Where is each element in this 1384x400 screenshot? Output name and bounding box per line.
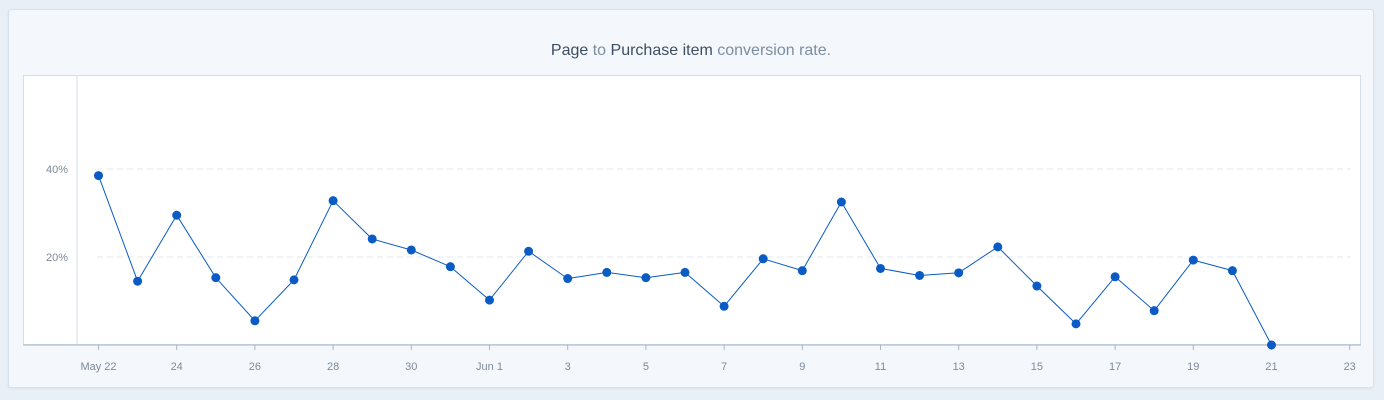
x-tick-label: 17 (1109, 361, 1121, 373)
x-tick-label: 23 (1344, 361, 1356, 373)
data-point (250, 316, 259, 325)
x-tick-label: 19 (1187, 361, 1199, 373)
x-tick-label: 15 (1031, 361, 1043, 373)
data-point (329, 196, 338, 205)
data-point (993, 242, 1002, 251)
data-point (954, 268, 963, 277)
x-tick-label: 30 (405, 361, 417, 373)
x-tick-label: 26 (249, 361, 261, 373)
y-tick-label: 40% (46, 164, 68, 176)
data-point (172, 211, 181, 220)
data-point (133, 277, 142, 286)
data-point (1267, 341, 1276, 350)
data-point (798, 266, 807, 275)
x-tick-label: 24 (171, 361, 183, 373)
data-point (1072, 319, 1081, 328)
data-point (446, 262, 455, 271)
data-point (681, 268, 690, 277)
data-point (915, 271, 924, 280)
x-tick-label: May 22 (80, 361, 116, 373)
x-tick-label: 7 (721, 361, 727, 373)
data-point (641, 273, 650, 282)
data-point (1189, 256, 1198, 265)
x-tick-label: 5 (643, 361, 649, 373)
data-point (1111, 272, 1120, 281)
data-point (524, 247, 533, 256)
x-tick-label: 13 (953, 361, 965, 373)
conversion-line-chart: 20% 40% May 22 24 26 28 30 Jun 1 3 5 7 9 11 13 15 17 19 2… (9, 10, 1375, 389)
x-tick-label: 3 (565, 361, 571, 373)
x-tick-label: 28 (327, 361, 339, 373)
series-line (99, 176, 1272, 345)
data-point (290, 275, 299, 284)
x-tick-label: 21 (1265, 361, 1277, 373)
data-point (211, 273, 220, 282)
data-point (876, 264, 885, 273)
x-tick-label: Jun 1 (476, 361, 503, 373)
data-point (720, 302, 729, 311)
data-point (759, 254, 768, 263)
y-tick-label: 20% (46, 252, 68, 264)
x-tick-label: 9 (799, 361, 805, 373)
data-point (485, 296, 494, 305)
data-point (602, 268, 611, 277)
data-point (1150, 306, 1159, 315)
data-point (1228, 266, 1237, 275)
data-point (368, 234, 377, 243)
data-point (563, 274, 572, 283)
chart-card: Page to Purchase item conversion rate. 2… (8, 9, 1374, 388)
data-point (94, 171, 103, 180)
x-tick-label: 11 (875, 361, 886, 373)
data-point (1032, 282, 1041, 291)
data-point (407, 245, 416, 254)
data-point (837, 198, 846, 207)
